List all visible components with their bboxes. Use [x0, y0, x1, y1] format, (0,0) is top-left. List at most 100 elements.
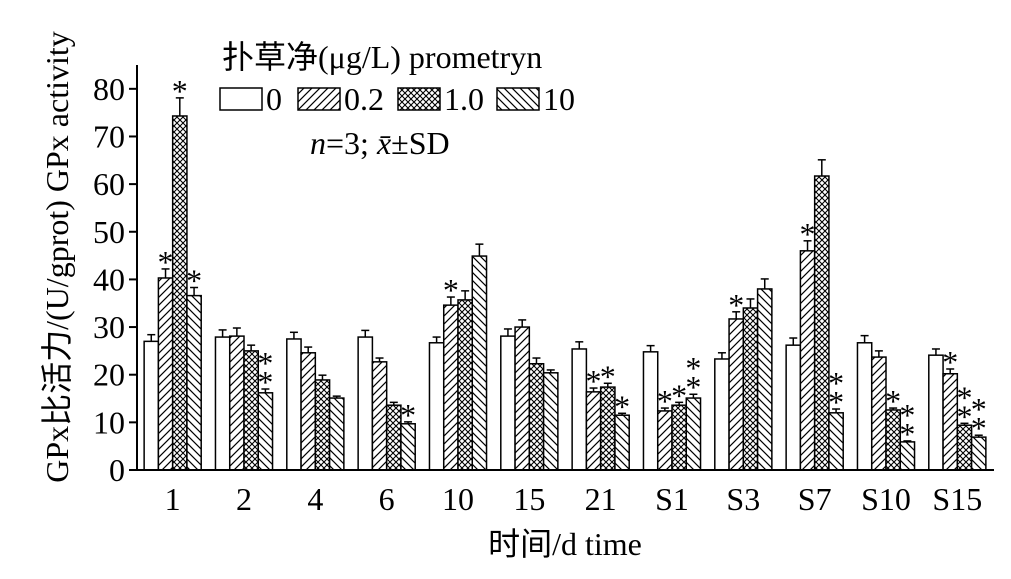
bar-1.0-15: [528, 362, 545, 471]
significance-marker: *: [971, 410, 987, 446]
y-tick-label: 20: [93, 357, 125, 393]
y-tick-label: 0: [109, 452, 125, 488]
bar-0.2-21: [585, 391, 602, 471]
significance-marker: *: [956, 398, 972, 434]
bar-0.2-4: [300, 352, 317, 471]
x-tick-label: 1: [165, 481, 181, 517]
bar-1.0-21: [599, 386, 616, 471]
bar-0-S10: [856, 342, 873, 471]
bar-0.2-S3: [728, 318, 745, 471]
bar-0-S15: [928, 354, 944, 471]
significance-marker: *: [400, 397, 416, 433]
x-tick-label: S10: [861, 481, 911, 517]
bar-0.2-1: [157, 277, 174, 471]
x-tick-label: 10: [442, 481, 474, 517]
significance-marker: *: [828, 384, 844, 420]
significance-marker: *: [600, 358, 616, 394]
significance-marker: *: [586, 363, 602, 399]
bar-0-1: [143, 340, 160, 471]
legend-label-1.0: 1.0: [444, 81, 484, 117]
legend-entry-0.2: 0.2: [297, 81, 384, 117]
bar-0-S7: [785, 344, 802, 471]
x-tick-label: 6: [379, 481, 395, 517]
significance-marker: *: [614, 388, 630, 424]
significance-marker: *: [257, 364, 273, 400]
x-tick-label: S7: [798, 481, 832, 517]
y-tick-label: 30: [93, 309, 125, 345]
significance-marker: *: [899, 397, 915, 433]
y-tick-label: 10: [93, 404, 125, 440]
x-tick-label: 21: [585, 481, 617, 517]
significance-marker: *: [971, 391, 987, 427]
significance-marker: *: [158, 244, 174, 280]
bar-1.0-10: [457, 299, 474, 471]
bar-0.2-15: [514, 326, 531, 471]
bar-1.0-S3: [742, 307, 759, 471]
bar-0.2-6: [371, 361, 388, 471]
y-tick-label: 80: [93, 71, 125, 107]
annotation-n-symbol: n: [310, 125, 326, 161]
bar-0-4: [286, 338, 302, 471]
x-tick-label: 15: [513, 481, 545, 517]
annotation-mean-symbol: x̄: [376, 125, 391, 161]
bar-1.0-S1: [671, 404, 688, 471]
bar-10-15: [542, 372, 559, 471]
y-tick-label: 70: [93, 118, 125, 154]
bar-0.2-S15: [942, 373, 959, 471]
significance-marker: *: [956, 379, 972, 415]
annotation-spread: ±SD: [391, 125, 449, 161]
y-axis-title: GPx比活力/(U/gprot) GPx activity: [39, 31, 75, 483]
x-tick-label: S15: [932, 481, 982, 517]
significance-marker: *: [885, 383, 901, 419]
bar-0.2-S7: [799, 250, 816, 471]
legend-swatch-10: [496, 87, 540, 111]
bar-10-S1: [685, 397, 702, 471]
significance-marker: *: [728, 287, 744, 323]
significance-marker: *: [186, 263, 202, 299]
legend-entry-1.0: 1.0: [397, 81, 484, 117]
y-axis: 0 10 20 30 40 50 60 70 80: [93, 65, 138, 488]
x-axis-title: 时间/d time: [488, 526, 642, 562]
bar-1.0-4: [314, 379, 331, 471]
legend-label-0: 0: [266, 81, 282, 117]
bar-10-2: [257, 392, 274, 471]
significance-marker: *: [899, 416, 915, 452]
legend-title: 扑草净(μg/L) prometryn: [222, 39, 542, 75]
bar-1.0-S7: [813, 175, 830, 471]
bar-1.0-2: [243, 350, 260, 471]
legend: 扑草净(μg/L) prometryn 0 0.2 1.0 10: [219, 39, 575, 117]
bar-0-21: [571, 348, 588, 471]
y-tick-label: 60: [93, 166, 125, 202]
bar-0-10: [428, 342, 445, 471]
annotation-n-value: =3;: [326, 125, 377, 161]
x-axis: 1 2 4 6 10 15 21 S1 S3 S7 S10 S15: [136, 469, 994, 517]
significance-marker: *: [443, 272, 459, 308]
bar-0-2: [214, 336, 231, 471]
legend-entry-10: 10: [496, 81, 575, 117]
x-tick-label: 4: [307, 481, 323, 517]
significance-marker: *: [172, 73, 188, 109]
bar-0.2-10: [442, 304, 459, 471]
statistics-annotation: n=3; x̄±SD: [310, 125, 450, 161]
x-tick-label: S1: [655, 481, 689, 517]
legend-swatch-0: [219, 87, 263, 111]
bar-0-6: [357, 336, 374, 471]
bar-0.2-S1: [656, 410, 673, 471]
significance-marker: *: [257, 345, 273, 381]
significance-marker: *: [685, 350, 701, 386]
bar-10-10: [471, 255, 488, 471]
bar-10-1: [186, 294, 202, 471]
significance-marker: *: [671, 377, 687, 413]
legend-swatch-1.0: [397, 87, 441, 111]
x-tick-label: S3: [726, 481, 760, 517]
bar-10-4: [328, 397, 345, 471]
bars-group: ********** * ****** ******* **: [143, 73, 987, 471]
bar-0.2-2: [228, 335, 245, 471]
bar-10-S7: [828, 412, 844, 471]
bar-10-S3: [756, 288, 773, 471]
significance-marker: *: [657, 383, 673, 419]
significance-marker: *: [685, 369, 701, 405]
bar-0-S3: [714, 358, 730, 471]
significance-marker: *: [828, 365, 844, 401]
